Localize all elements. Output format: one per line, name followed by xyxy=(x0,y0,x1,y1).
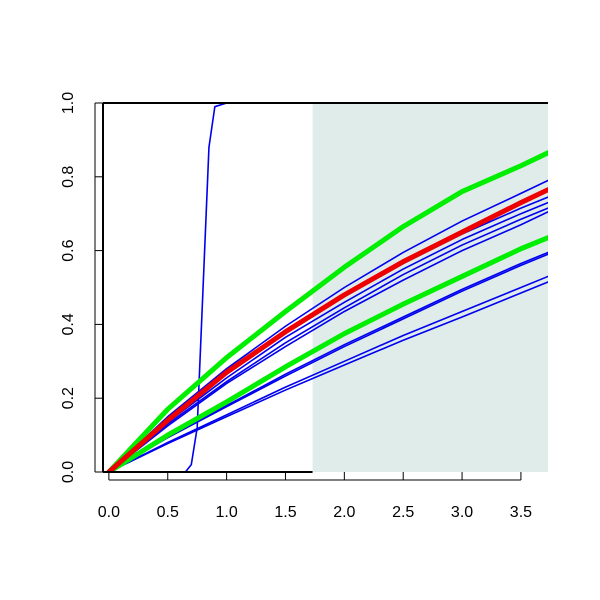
shaded-region xyxy=(312,103,548,472)
series-line-1-green xyxy=(106,150,548,472)
x-tick-label: 3.0 xyxy=(451,504,473,521)
series-line-3-red xyxy=(106,187,548,472)
tick-layer: 0.0 0.5 1.0 1.5 2.0 2.5 3.0 3.5 0.0 0.2 0.4 0.6 0.8 1… xyxy=(60,92,532,521)
x-tick-label: 2.0 xyxy=(333,504,355,521)
x-tick-label: 1.5 xyxy=(274,504,296,521)
y-tick-label: 0.0 xyxy=(60,461,77,483)
axes xyxy=(102,102,548,473)
series-layer xyxy=(106,103,548,472)
x-tick-label: 0.5 xyxy=(157,504,179,521)
series-line-2-green xyxy=(106,235,548,472)
y-tick-label: 0.2 xyxy=(60,387,77,409)
y-tick-label: 0.6 xyxy=(60,239,77,261)
x-tick-label: 3.5 xyxy=(510,504,532,521)
series-line-12-blue xyxy=(108,281,548,472)
series-line-8-blue xyxy=(108,211,548,472)
x-tick-label: 2.5 xyxy=(392,504,414,521)
x-tick-label: 0.0 xyxy=(98,504,120,521)
series-line-11-blue xyxy=(108,275,548,472)
y-tick-label: 1.0 xyxy=(60,92,77,114)
series-line-4-blue xyxy=(108,179,548,472)
y-tick-label: 0.4 xyxy=(60,313,77,335)
series-line-0-blue xyxy=(108,103,548,472)
x-tick-label: 1.0 xyxy=(215,504,237,521)
series-line-7-blue xyxy=(108,207,548,472)
series-line-10-blue xyxy=(108,253,548,472)
y-tick-label: 0.8 xyxy=(60,166,77,188)
